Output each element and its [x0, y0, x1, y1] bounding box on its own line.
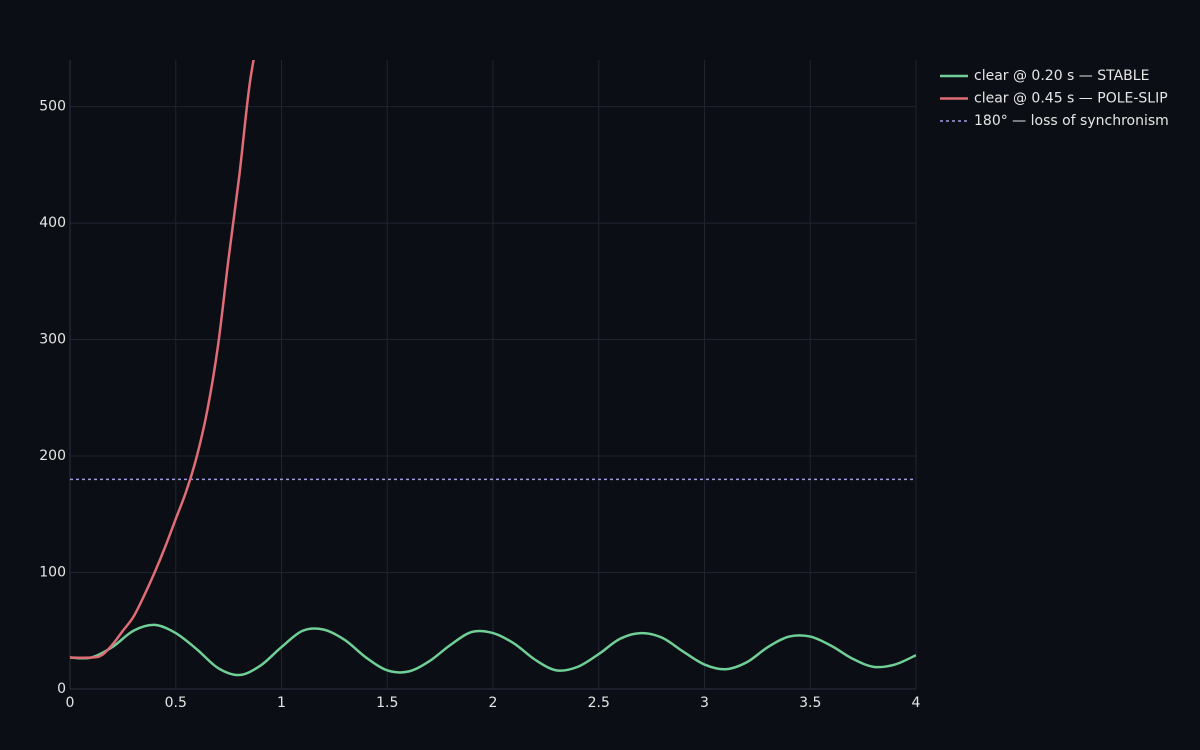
x-tick-label: 3 — [700, 695, 709, 711]
y-tick-label: 500 — [39, 99, 66, 115]
x-tick-label: 4 — [912, 695, 921, 711]
series-line — [70, 60, 255, 659]
series-line — [70, 623, 916, 677]
x-tick-label: 1.5 — [376, 695, 398, 711]
x-tick-label: 3.5 — [799, 695, 821, 711]
y-tick-label: 300 — [39, 332, 66, 348]
plot-area — [70, 60, 916, 677]
legend-label: clear @ 0.20 s — STABLE — [974, 68, 1149, 84]
y-tick-label: 400 — [39, 215, 66, 231]
x-tick-label: 2 — [489, 695, 498, 711]
x-tick-label: 0.5 — [165, 695, 187, 711]
x-tick-label: 2.5 — [588, 695, 610, 711]
y-tick-label: 0 — [57, 681, 66, 697]
y-tick-label: 200 — [39, 448, 66, 464]
legend-label: 180° — loss of synchronism — [974, 113, 1169, 129]
x-tick-label: 1 — [277, 695, 286, 711]
y-tick-label: 100 — [39, 565, 66, 581]
x-tick-label: 0 — [66, 695, 75, 711]
legend-label: clear @ 0.45 s — POLE-SLIP — [974, 91, 1168, 107]
